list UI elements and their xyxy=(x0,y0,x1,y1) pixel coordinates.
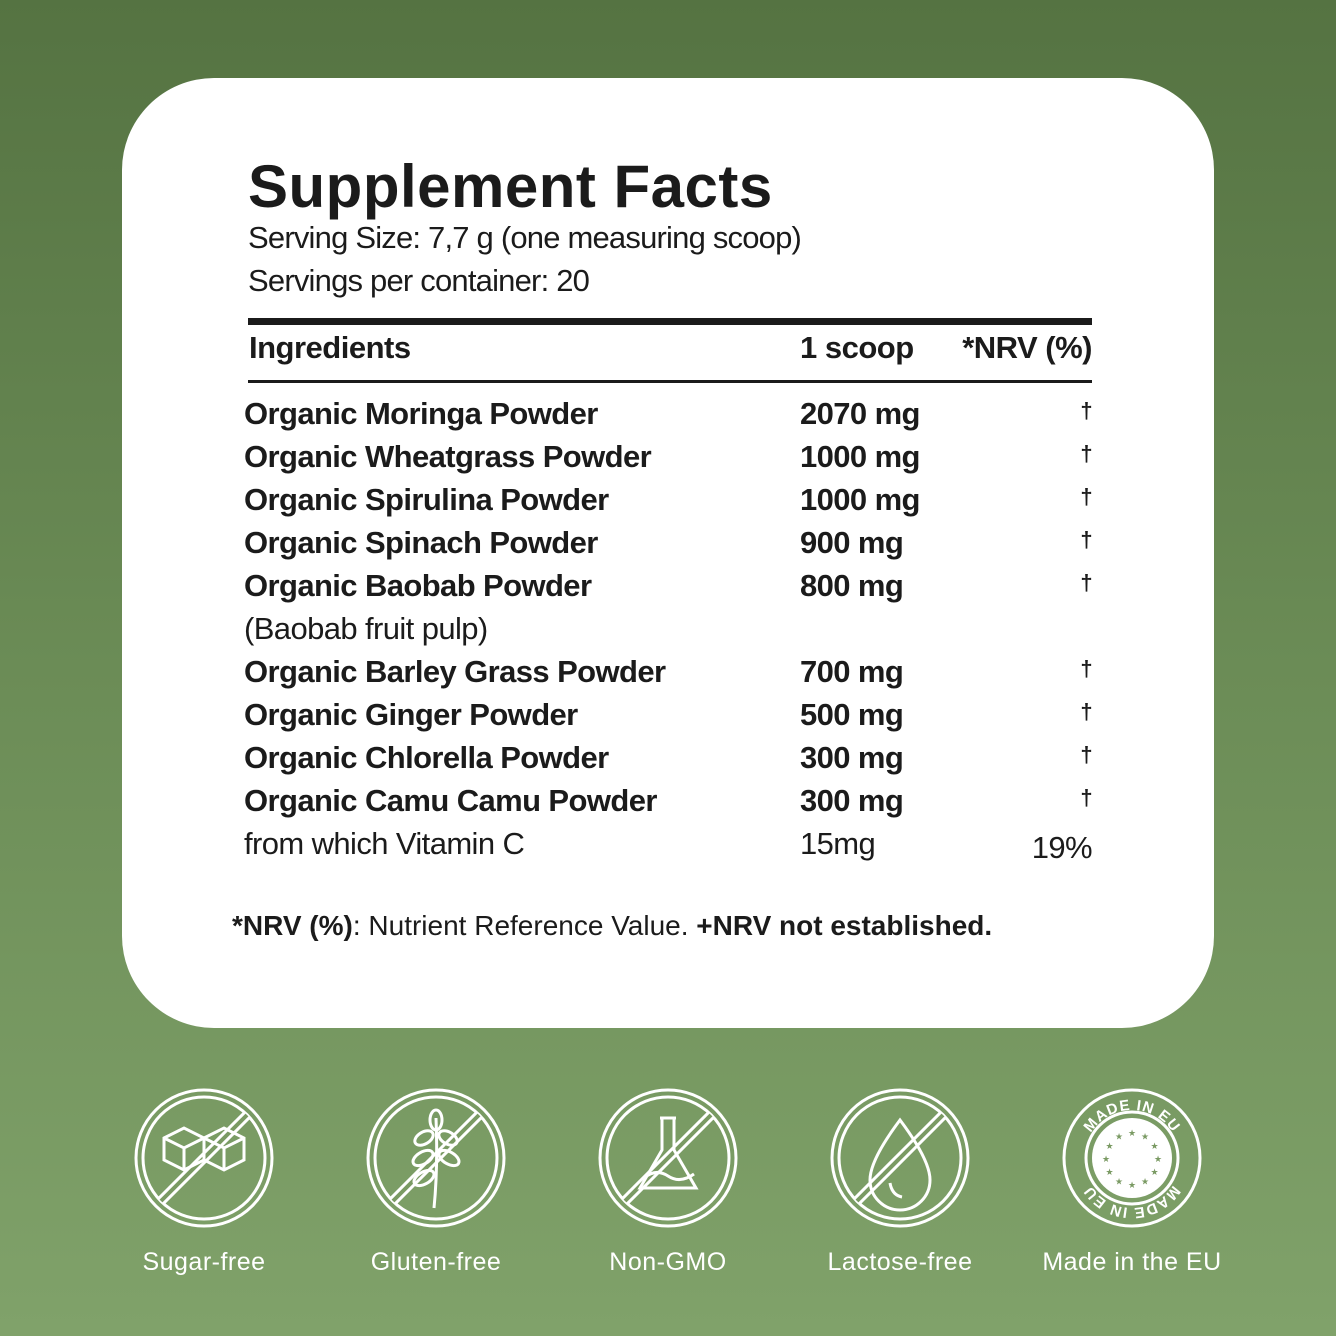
supplement-facts-card: Supplement Facts Serving Size: 7,7 g (on… xyxy=(122,78,1214,1028)
badge-gluten-free: Gluten-free xyxy=(366,1088,506,1276)
ingredient-name: Organic Barley Grass Powder xyxy=(244,654,666,689)
ingredient-nrv: † xyxy=(1080,742,1092,767)
footnote: *NRV (%): Nutrient Reference Value. +NRV… xyxy=(232,910,992,942)
badge-sugar-free: Sugar-free xyxy=(134,1088,274,1276)
svg-text:★: ★ xyxy=(1150,1141,1158,1151)
ingredient-name: Organic Baobab Powder xyxy=(244,568,592,603)
ingredient-name: (Baobab fruit pulp) xyxy=(244,611,488,646)
svg-text:★: ★ xyxy=(1150,1167,1158,1177)
header-ingredients: Ingredients xyxy=(249,330,411,365)
svg-text:★: ★ xyxy=(1154,1154,1162,1164)
ingredient-amount: 800 mg xyxy=(800,568,904,603)
table-row: Organic Ginger Powder 500 mg † xyxy=(244,697,1093,740)
divider-thick xyxy=(248,318,1092,325)
ingredient-name: Organic Camu Camu Powder xyxy=(244,783,657,818)
ingredient-nrv: 19% xyxy=(1031,830,1093,865)
svg-text:★: ★ xyxy=(1105,1141,1113,1151)
ingredient-amount: 300 mg xyxy=(800,783,904,818)
ingredient-amount: 500 mg xyxy=(800,697,904,732)
badge-non-gmo: Non-GMO xyxy=(598,1088,738,1276)
page-title: Supplement Facts xyxy=(248,153,773,220)
footnote-note: +NRV not established. xyxy=(696,910,993,941)
table-row: (Baobab fruit pulp) xyxy=(244,611,1092,654)
drop-crossed-icon xyxy=(830,1088,970,1228)
serving-size: Serving Size: 7,7 g (one measuring scoop… xyxy=(248,220,802,255)
table-row: from which Vitamin C 15mg 19% xyxy=(244,826,1093,869)
table-row: Organic Barley Grass Powder 700 mg † xyxy=(244,654,1093,697)
badge-made-in-the-eu: ★ ★ ★ ★ ★ ★ ★ ★ ★ ★ ★ ★ MADE IN EU MADE IN EU Made in … xyxy=(1042,1088,1221,1276)
header-nrv: *NRV (%) xyxy=(962,330,1092,365)
svg-text:★: ★ xyxy=(1105,1167,1113,1177)
ingredient-amount: 2070 mg xyxy=(800,396,920,431)
svg-text:★: ★ xyxy=(1128,1180,1136,1190)
ingredient-nrv: † xyxy=(1080,570,1092,595)
ingredient-amount: 900 mg xyxy=(800,525,904,560)
badge-label: Made in the EU xyxy=(1042,1248,1222,1276)
wheat-crossed-icon xyxy=(366,1088,506,1228)
ingredient-amount: 700 mg xyxy=(800,654,904,689)
badge-lactose-free: Lactose-free xyxy=(828,1088,972,1276)
svg-text:★: ★ xyxy=(1141,1177,1149,1187)
ingredient-nrv: † xyxy=(1080,484,1092,509)
ingredient-nrv: † xyxy=(1080,398,1092,423)
sugar-cube-crossed-icon xyxy=(134,1088,274,1228)
divider xyxy=(248,380,1092,383)
ingredient-name: Organic Wheatgrass Powder xyxy=(244,439,652,474)
svg-text:★: ★ xyxy=(1128,1128,1136,1138)
badge-label: Gluten-free xyxy=(370,1248,502,1276)
ingredient-nrv: † xyxy=(1080,785,1092,810)
ingredient-name: Organic Moringa Powder xyxy=(244,396,598,431)
ingredient-amount: 15mg xyxy=(800,826,876,861)
ingredient-amount: 1000 mg xyxy=(800,482,920,517)
table-row: Organic Spinach Powder 900 mg † xyxy=(244,525,1093,568)
table-row: Organic Chlorella Powder 300 mg † xyxy=(244,740,1093,783)
flask-crossed-icon xyxy=(598,1088,738,1228)
ingredient-name: from which Vitamin C xyxy=(244,826,525,861)
badge-label: Lactose-free xyxy=(827,1248,973,1276)
ingredient-name: Organic Spirulina Powder xyxy=(244,482,609,517)
ingredient-name: Organic Spinach Powder xyxy=(244,525,598,560)
badge-label: Non-GMO xyxy=(609,1248,727,1276)
ingredient-amount: 1000 mg xyxy=(800,439,920,474)
table-row: Organic Moringa Powder 2070 mg † xyxy=(244,396,1093,439)
footnote-term: *NRV (%) xyxy=(232,910,353,941)
footnote-definition: : Nutrient Reference Value. xyxy=(352,910,697,941)
ingredient-amount: 300 mg xyxy=(800,740,904,775)
ingredient-nrv: † xyxy=(1080,527,1092,552)
header-amount: 1 scoop xyxy=(800,330,914,365)
badge-label: Sugar-free xyxy=(142,1248,266,1276)
table-row: Organic Baobab Powder 800 mg † xyxy=(244,568,1093,611)
table-row: Organic Spirulina Powder 1000 mg † xyxy=(244,482,1093,525)
svg-text:★: ★ xyxy=(1102,1154,1110,1164)
servings-per-container: Servings per container: 20 xyxy=(248,263,590,298)
ingredient-nrv: † xyxy=(1080,699,1092,724)
svg-text:★: ★ xyxy=(1141,1131,1149,1141)
ingredient-name: Organic Ginger Powder xyxy=(244,697,578,732)
table-row: Organic Camu Camu Powder 300 mg † xyxy=(244,783,1093,826)
ingredient-nrv: † xyxy=(1080,656,1092,681)
svg-text:★: ★ xyxy=(1115,1177,1123,1187)
ingredient-nrv: † xyxy=(1080,441,1092,466)
ingredient-name: Organic Chlorella Powder xyxy=(244,740,609,775)
table-row: Organic Wheatgrass Powder 1000 mg † xyxy=(244,439,1093,482)
svg-text:★: ★ xyxy=(1115,1131,1123,1141)
